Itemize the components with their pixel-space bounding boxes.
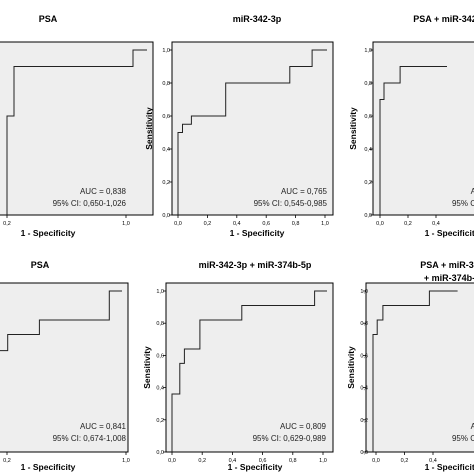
plot-frame xyxy=(372,41,474,216)
x-axis-label: 1 - Specificity xyxy=(425,228,474,238)
chart-title: miR-342-3p + miR-374b-5p xyxy=(199,260,312,270)
y-tick-label: 0,0 xyxy=(360,450,368,456)
y-tick-label: 0,2 xyxy=(156,418,164,424)
x-axis-label: 1 - Specificity xyxy=(21,228,76,238)
ci-annotation: 95% C xyxy=(452,434,474,443)
auc-annotation: AUC = 0,809 xyxy=(280,422,327,431)
y-tick-label: 0,2 xyxy=(162,180,170,186)
y-tick-label: 0,8 xyxy=(162,81,170,87)
chart-subtitle: + miR-374b-5 xyxy=(424,273,474,283)
x-axis-label: 1 - Specificity xyxy=(230,228,285,238)
x-tick-label: 0,2 xyxy=(3,458,11,464)
roc-curve-1 xyxy=(379,66,447,215)
x-tick-label: 0,0 xyxy=(372,458,380,464)
roc-curve-1 xyxy=(6,49,147,215)
y-tick-label: 0,4 xyxy=(360,386,368,392)
y-tick-label: 0,8 xyxy=(364,81,372,87)
y-tick-label: 0,6 xyxy=(156,353,164,359)
y-tick-label: 0,6 xyxy=(364,114,372,120)
y-tick-label: 1,0 xyxy=(156,289,164,295)
x-tick-label: 1,0 xyxy=(321,221,329,227)
roc-curve-1 xyxy=(372,290,458,452)
x-tick-label: 0,0 xyxy=(376,221,384,227)
ci-annotation: 95% CI: 0,545-0,985 xyxy=(254,199,328,208)
y-tick-label: 0,6 xyxy=(162,114,170,120)
chart-title: PSA + miR-342 xyxy=(420,260,474,270)
y-tick-label: 0,0 xyxy=(162,213,170,219)
y-tick-label: 0,0 xyxy=(364,213,372,219)
auc-annotation: A xyxy=(471,187,474,196)
y-tick-label: 0,2 xyxy=(364,180,372,186)
auc-annotation: A xyxy=(471,422,474,431)
x-tick-label: 0,6 xyxy=(262,221,270,227)
x-axis-label: 1 - Specificity xyxy=(21,462,76,472)
chart-title: PSA + miR-342 xyxy=(413,14,474,24)
plot-frame xyxy=(165,282,334,453)
roc-curve-1 xyxy=(171,290,327,452)
auc-annotation: AUC = 0,841 xyxy=(80,422,127,431)
chart-title: PSA xyxy=(31,260,50,270)
ci-annotation: 95% CI: 0,674-1,008 xyxy=(53,434,127,443)
x-tick-label: 0,2 xyxy=(204,221,212,227)
x-tick-label: 0,6 xyxy=(259,458,267,464)
auc-annotation: AUC = 0,838 xyxy=(80,187,127,196)
y-tick-label: 0,4 xyxy=(156,386,164,392)
chart-title: miR-342-3p xyxy=(233,14,282,24)
x-axis-label: 1 - Specificity xyxy=(228,462,283,472)
x-tick-label: 0,4 xyxy=(432,221,440,227)
y-axis-label: Sensitivity xyxy=(348,107,358,150)
y-axis-label: Sensitivity xyxy=(144,107,154,150)
x-axis-label: 1 - Specificity xyxy=(425,462,474,472)
plot-frame xyxy=(0,282,129,453)
y-tick-label: 0,8 xyxy=(156,321,164,327)
x-tick-label: 0,0 xyxy=(174,221,182,227)
y-tick-label: 0,0 xyxy=(156,450,164,456)
x-tick-label: 0,4 xyxy=(429,458,437,464)
y-tick-label: 0,2 xyxy=(360,418,368,424)
y-tick-label: 0,4 xyxy=(364,147,372,153)
y-tick-label: 0,6 xyxy=(360,353,368,359)
plot-frame xyxy=(365,282,474,453)
x-tick-label: 0,2 xyxy=(404,221,412,227)
y-axis-label: Sensitivity xyxy=(142,346,152,389)
plot-frame xyxy=(0,41,154,216)
x-tick-label: 0,4 xyxy=(233,221,241,227)
ci-annotation: 95% CI: 0,650-1,026 xyxy=(53,199,127,208)
ci-annotation: 95% CI: 0,629-0,989 xyxy=(253,434,327,443)
auc-annotation: AUC = 0,765 xyxy=(281,187,328,196)
x-tick-label: 0,8 xyxy=(289,458,297,464)
x-tick-label: 1,0 xyxy=(122,221,130,227)
x-tick-label: 0,4 xyxy=(229,458,237,464)
y-tick-label: 1,0 xyxy=(364,48,372,54)
x-tick-label: 1,0 xyxy=(122,458,130,464)
x-tick-label: 0,2 xyxy=(198,458,206,464)
y-tick-label: 0,4 xyxy=(162,147,170,153)
x-tick-label: 1,0 xyxy=(319,458,327,464)
y-tick-label: 1,0 xyxy=(162,48,170,54)
y-tick-label: 0,8 xyxy=(360,321,368,327)
x-tick-label: 0,8 xyxy=(292,221,300,227)
chart-title: PSA xyxy=(39,14,58,24)
x-tick-label: 0,0 xyxy=(168,458,176,464)
x-tick-label: 0,2 xyxy=(3,221,11,227)
ci-annotation: 95% C xyxy=(452,199,474,208)
x-tick-label: 0,2 xyxy=(401,458,409,464)
roc-curve-1 xyxy=(177,49,327,215)
y-tick-label: 1,0 xyxy=(360,289,368,295)
plot-frame xyxy=(171,41,334,216)
y-axis-label: Sensitivity xyxy=(346,346,356,389)
roc-curve-1 xyxy=(0,290,122,352)
